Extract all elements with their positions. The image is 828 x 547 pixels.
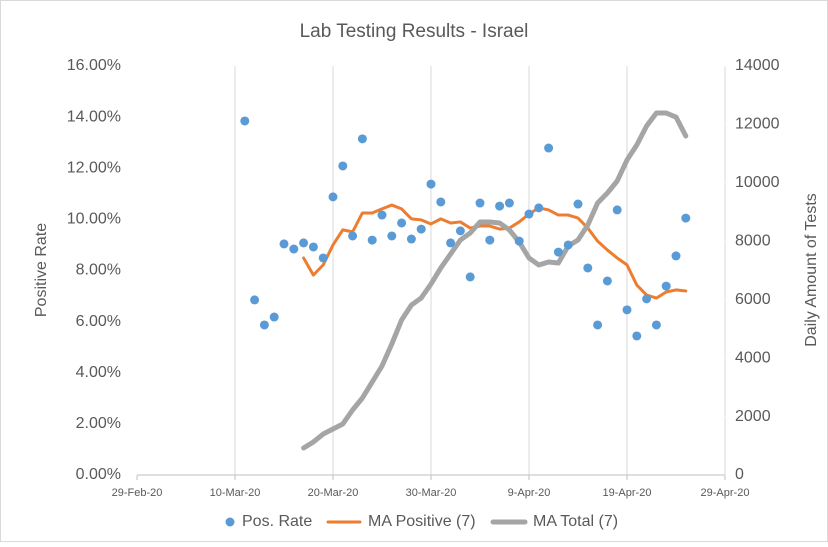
- point: [289, 244, 299, 254]
- y-tick-label: 8.00%: [76, 262, 121, 279]
- point: [651, 320, 661, 330]
- y2-tick-label: 0: [735, 466, 744, 483]
- point: [534, 203, 544, 213]
- series-line: [301, 110, 689, 451]
- y2-tick-label: 4000: [735, 349, 771, 366]
- point: [318, 253, 328, 263]
- point: [455, 226, 465, 236]
- y2-axis-title: Daily Amount of Tests: [803, 193, 820, 347]
- point: [504, 198, 514, 208]
- point: [465, 272, 475, 282]
- y-tick-label: 10.00%: [67, 211, 121, 228]
- point: [681, 213, 691, 223]
- point: [377, 210, 387, 220]
- point: [240, 116, 250, 126]
- x-tick-label: 10-Mar-20: [210, 487, 261, 499]
- y2-tick-label: 12000: [735, 116, 780, 133]
- point: [299, 238, 309, 248]
- series-line: [302, 203, 688, 300]
- point: [583, 263, 593, 273]
- y-tick-label: 14.00%: [67, 108, 121, 125]
- point: [602, 276, 612, 286]
- point: [308, 242, 318, 252]
- point: [328, 192, 338, 202]
- y-tick-label: 6.00%: [76, 313, 121, 330]
- x-tick-label: 29-Feb-20: [112, 487, 163, 499]
- point: [593, 320, 603, 330]
- point: [612, 205, 622, 215]
- x-tick-label: 30-Mar-20: [406, 487, 457, 499]
- x-tick-label: 9-Apr-20: [508, 487, 551, 499]
- point: [495, 201, 505, 211]
- legend-label: MA Total (7): [533, 513, 618, 530]
- point: [544, 143, 554, 153]
- point: [397, 218, 407, 228]
- point: [250, 295, 260, 305]
- point: [269, 312, 279, 322]
- point: [485, 235, 495, 245]
- legend-marker: [225, 517, 235, 527]
- y2-tick-label: 2000: [735, 408, 771, 425]
- x-tick-label: 20-Mar-20: [308, 487, 359, 499]
- point: [406, 234, 416, 244]
- x-tick-label: 29-Apr-20: [701, 487, 750, 499]
- chart-title: Lab Testing Results - Israel: [300, 21, 529, 42]
- point: [642, 294, 652, 304]
- point: [622, 305, 632, 315]
- point: [524, 209, 534, 219]
- point: [436, 197, 446, 207]
- point: [563, 240, 573, 250]
- point: [671, 251, 681, 261]
- y-tick-label: 0.00%: [76, 466, 121, 483]
- point: [553, 247, 563, 257]
- point: [661, 281, 671, 291]
- y2-tick-label: 6000: [735, 291, 771, 308]
- point: [279, 239, 289, 249]
- legend-label: MA Positive (7): [368, 513, 476, 530]
- point: [357, 134, 367, 144]
- point: [446, 238, 456, 248]
- y-tick-label: 4.00%: [76, 364, 121, 381]
- x-tick-label: 19-Apr-20: [603, 487, 652, 499]
- point: [426, 179, 436, 189]
- y-tick-label: 12.00%: [67, 159, 121, 176]
- legend-label: Pos. Rate: [242, 513, 312, 530]
- point: [632, 331, 642, 341]
- y-tick-label: 2.00%: [76, 415, 121, 432]
- point: [573, 199, 583, 209]
- point: [259, 320, 269, 330]
- y-axis-title: Positive Rate: [33, 223, 50, 317]
- point: [348, 231, 358, 241]
- y2-tick-label: 10000: [735, 174, 780, 191]
- point: [416, 224, 426, 234]
- point: [514, 236, 524, 246]
- point: [475, 198, 485, 208]
- y2-tick-label: 14000: [735, 57, 780, 74]
- point: [338, 161, 348, 171]
- y2-tick-label: 8000: [735, 233, 771, 250]
- point: [367, 235, 377, 245]
- point: [387, 231, 397, 241]
- y-tick-label: 16.00%: [67, 57, 121, 74]
